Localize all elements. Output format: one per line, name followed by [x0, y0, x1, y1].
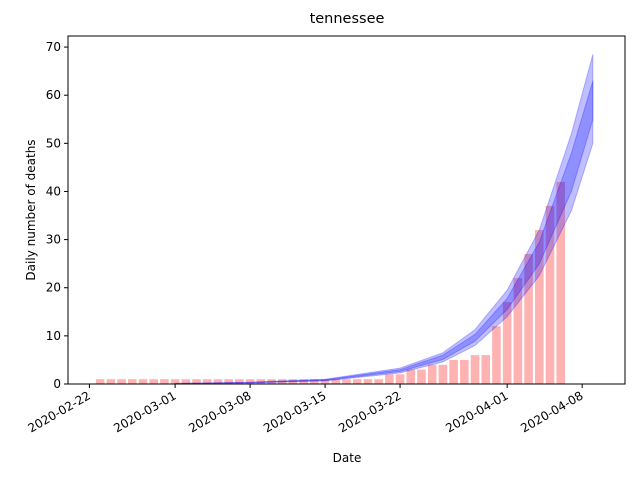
bar — [406, 369, 416, 384]
bar — [149, 379, 158, 384]
bar — [513, 278, 523, 384]
bar — [385, 374, 394, 384]
y-tick-label: 60 — [46, 88, 61, 102]
bar — [192, 379, 201, 384]
bar — [127, 379, 137, 384]
x-tick-label: 2020-03-01 — [111, 388, 178, 435]
x-tick-label: 2020-03-22 — [336, 388, 403, 435]
bar — [481, 355, 491, 384]
x-tick-label: 2020-02-22 — [26, 388, 93, 435]
bar — [352, 379, 362, 384]
bar — [138, 379, 148, 384]
bar — [331, 379, 341, 384]
bar — [160, 379, 169, 384]
x-axis-label: Date — [333, 451, 362, 465]
bar — [492, 326, 501, 384]
bar — [245, 379, 255, 384]
bar — [395, 374, 405, 384]
bar — [363, 379, 373, 384]
bar — [224, 379, 233, 384]
bar — [502, 302, 512, 384]
bar — [417, 369, 426, 384]
bar — [310, 379, 319, 384]
bar — [299, 379, 308, 384]
x-tick-label: 2020-04-08 — [518, 388, 585, 435]
bar — [535, 229, 544, 384]
bar — [267, 379, 276, 384]
chart-title: tennessee — [310, 11, 385, 27]
bar — [427, 364, 437, 384]
y-tick-label: 0 — [53, 377, 61, 391]
x-tick-label: 2020-03-08 — [186, 388, 253, 435]
bar — [320, 379, 330, 384]
bar — [342, 379, 351, 384]
bar — [470, 355, 480, 384]
bar — [277, 379, 287, 384]
bar — [106, 379, 116, 384]
bar — [202, 379, 212, 384]
y-tick-label: 40 — [46, 184, 61, 198]
bar — [545, 205, 555, 384]
prediction-band — [174, 54, 594, 385]
bar — [374, 379, 383, 384]
bar — [213, 379, 223, 384]
y-tick-label: 30 — [46, 233, 61, 247]
bar — [449, 359, 458, 384]
bar — [117, 379, 126, 384]
bar — [438, 364, 448, 384]
plot-frame — [67, 35, 626, 385]
y-tick-label: 70 — [46, 40, 61, 54]
bar — [181, 379, 191, 384]
bar — [460, 359, 469, 384]
y-tick-label: 20 — [46, 281, 61, 295]
x-tick-label: 2020-03-15 — [261, 388, 328, 435]
bar — [524, 254, 533, 384]
y-tick-label: 50 — [46, 136, 61, 150]
bar — [256, 379, 266, 384]
y-axis-label: Daily number of deaths — [24, 139, 38, 280]
bar — [235, 379, 244, 384]
prediction-band — [174, 80, 594, 385]
bar — [95, 379, 105, 384]
y-tick-label: 10 — [46, 329, 61, 343]
bar — [556, 181, 566, 384]
bar — [288, 379, 298, 384]
x-tick-label: 2020-04-01 — [443, 388, 510, 435]
bar — [170, 379, 180, 384]
